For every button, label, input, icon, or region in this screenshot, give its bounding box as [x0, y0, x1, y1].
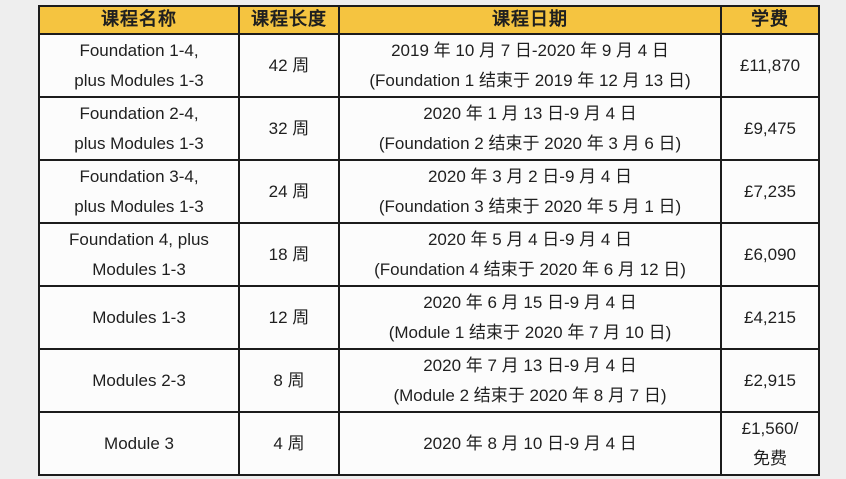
course-length-cell: 12 周	[238, 285, 340, 350]
course-length-cell: 42 周	[238, 33, 340, 98]
tuition-cell: £1,560/ 免费	[720, 411, 820, 476]
table-row: Foundation 3-4, plus Modules 1-3 24 周 20…	[38, 159, 820, 224]
header-tuition: 学费	[720, 5, 820, 35]
tuition-cell: £2,915	[720, 348, 820, 413]
tuition-cell: £4,215	[720, 285, 820, 350]
header-course-length: 课程长度	[238, 5, 340, 35]
course-dates-cell: 2020 年 5 月 4 日-9 月 4 日 (Foundation 4 结束于…	[338, 222, 722, 287]
course-name-cell: Foundation 1-4, plus Modules 1-3	[38, 33, 240, 98]
table-row: Foundation 1-4, plus Modules 1-3 42 周 20…	[38, 33, 820, 98]
course-length-cell: 8 周	[238, 348, 340, 413]
table-row: Modules 1-3 12 周 2020 年 6 月 15 日-9 月 4 日…	[38, 285, 820, 350]
header-course-dates: 课程日期	[338, 5, 722, 35]
course-dates-cell: 2020 年 6 月 15 日-9 月 4 日 (Module 1 结束于 20…	[338, 285, 722, 350]
tuition-cell: £9,475	[720, 96, 820, 161]
course-length-cell: 4 周	[238, 411, 340, 476]
course-pricing-table-container: 课程名称 课程长度 课程日期 学费 Foundation 1-4, plus M…	[38, 5, 820, 476]
course-length-cell: 24 周	[238, 159, 340, 224]
course-dates-cell: 2020 年 1 月 13 日-9 月 4 日 (Foundation 2 结束…	[338, 96, 722, 161]
course-name-cell: Modules 2-3	[38, 348, 240, 413]
table-row: Foundation 2-4, plus Modules 1-3 32 周 20…	[38, 96, 820, 161]
table-row: Foundation 4, plus Modules 1-3 18 周 2020…	[38, 222, 820, 287]
tuition-cell: £7,235	[720, 159, 820, 224]
course-name-cell: Foundation 4, plus Modules 1-3	[38, 222, 240, 287]
course-name-cell: Module 3	[38, 411, 240, 476]
tuition-cell: £11,870	[720, 33, 820, 98]
header-course-name: 课程名称	[38, 5, 240, 35]
table-row: Modules 2-3 8 周 2020 年 7 月 13 日-9 月 4 日 …	[38, 348, 820, 413]
course-name-cell: Foundation 2-4, plus Modules 1-3	[38, 96, 240, 161]
course-dates-cell: 2019 年 10 月 7 日-2020 年 9 月 4 日 (Foundati…	[338, 33, 722, 98]
course-dates-cell: 2020 年 3 月 2 日-9 月 4 日 (Foundation 3 结束于…	[338, 159, 722, 224]
course-dates-cell: 2020 年 8 月 10 日-9 月 4 日	[338, 411, 722, 476]
table-header-row: 课程名称 课程长度 课程日期 学费	[38, 5, 820, 35]
tuition-cell: £6,090	[720, 222, 820, 287]
course-name-cell: Foundation 3-4, plus Modules 1-3	[38, 159, 240, 224]
course-dates-cell: 2020 年 7 月 13 日-9 月 4 日 (Module 2 结束于 20…	[338, 348, 722, 413]
course-length-cell: 18 周	[238, 222, 340, 287]
course-pricing-table: 课程名称 课程长度 课程日期 学费 Foundation 1-4, plus M…	[38, 5, 820, 476]
table-row: Module 3 4 周 2020 年 8 月 10 日-9 月 4 日 £1,…	[38, 411, 820, 476]
course-length-cell: 32 周	[238, 96, 340, 161]
course-name-cell: Modules 1-3	[38, 285, 240, 350]
